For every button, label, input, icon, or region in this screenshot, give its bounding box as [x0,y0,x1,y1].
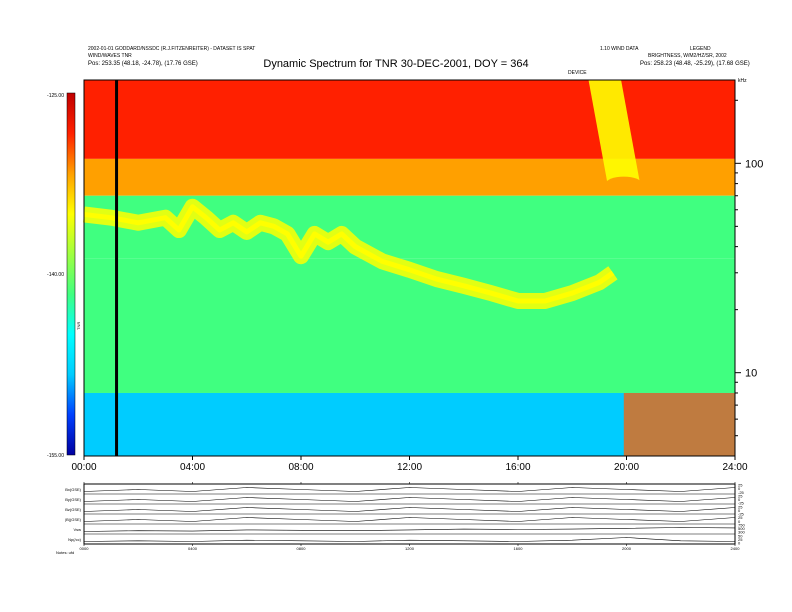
spectrogram-y-axis: 10 100 [735,99,763,437]
khz-unit-label: kHz [738,78,747,84]
bottom-tick-label: 2000 [622,546,632,551]
x-tick-label: 16:00 [505,462,530,473]
right-tick-label: 0 [738,497,741,502]
y-tick-label: 10 [745,368,757,380]
series-label: By(GSE) [65,497,81,502]
colorbar-gradient [66,92,76,456]
right-tick-label: -25 [738,512,745,517]
right-tick-label: -25 [738,501,745,506]
series-label: Bz(GSE) [65,507,81,512]
x-tick-label: 12:00 [397,462,422,473]
series-line [83,537,736,542]
right-tick-label: 0 [738,541,741,546]
right-tick-label: 25 [738,515,743,520]
notes-label: Notes: ufd [56,550,74,555]
right-tick-label: -25 [738,490,745,495]
right-tick-label: 25 [738,483,743,488]
right-tick-label: 0 [738,519,741,524]
series-label: Np(/cc) [68,537,82,542]
right-tick-label: 750 [738,522,745,527]
right-tick-label: 25 [738,493,743,498]
bottom-tick-label: 1200 [405,546,415,551]
series-line [83,507,736,512]
spectrogram-x-axis: 00:00 04:00 08:00 12:00 16:00 20:00 24:00 [71,456,748,473]
header-right-line4: LEGEND [690,46,711,52]
radio-burst-peak [605,176,642,191]
spectrum-band-3 [84,258,735,393]
right-tick-label: 25 [738,537,743,542]
radio-burst [588,80,641,184]
emission-band [83,204,615,304]
series-label: Bx(GSE) [65,487,81,492]
bottom-tick-label: 2400 [731,546,741,551]
chart-title: Dynamic Spectrum for TNR 30-DEC-2001, DO… [263,58,529,70]
colorbar-label: TNR [76,322,81,330]
header-left-line2: WIND/WAVES TNR [88,53,132,59]
bottom-tick-label: 0800 [297,546,307,551]
colorbar: -125.00 -140.00 -155.00 TNR [47,92,81,459]
spectrogram [83,79,736,457]
low-frequency-enhancement [623,392,735,456]
right-tick-label: 300 [738,530,745,535]
series-line [83,517,736,522]
x-tick-label: 04:00 [180,462,205,473]
spectrum-band-0 [84,80,735,159]
colorbar-tick-label: -125.00 [47,93,64,99]
series-label: |B|(GSE) [65,517,82,522]
solar-wind-panel: Bx(GSE) By(GSE) Bz(GSE) |B|(GSE) Vsw Np(/cc) 2… [56,482,745,555]
header-right-line2: BRIGHTNESS, W/M2/HZ/SR, 2002 [648,53,727,59]
right-tick-label: 0 [738,486,741,491]
bottom-tick-label: 1600 [514,546,524,551]
right-tick-label: 0 [738,508,741,513]
colorbar-tick-label: -155.00 [47,453,64,459]
series-label: Vsw [73,527,81,532]
header-device-label: DEVICE [568,70,587,76]
x-tick-label: 20:00 [614,462,639,473]
right-tick-label: 25 [738,504,743,509]
x-tick-label: 24:00 [722,462,747,473]
header-right-line1: 1.10 WIND DATA [600,46,639,52]
header-left-line1: 2002-01-01 GODDARD/NSSDC (R.J.FITZENREIT… [88,46,256,52]
x-tick-label: 08:00 [288,462,313,473]
x-tick-label: 00:00 [71,462,96,473]
series-line [83,497,736,502]
right-tick-label: 50 [738,533,743,538]
y-tick-label: 100 [745,158,763,170]
bottom-tick-label: 0400 [188,546,198,551]
header-left-line3: Pos: 253.35 (48.18, -24.78), (17.76 GSE) [88,61,198,67]
series-line [83,487,736,492]
right-tick-label: 500 [738,526,745,531]
header-right-line3: Pos: 258.23 (48.48, -25.29), (17.68 GSE) [640,61,750,67]
bottom-tick-label: 0000 [80,546,90,551]
series-line [83,527,736,532]
colorbar-tick-label: -140.00 [47,272,64,278]
